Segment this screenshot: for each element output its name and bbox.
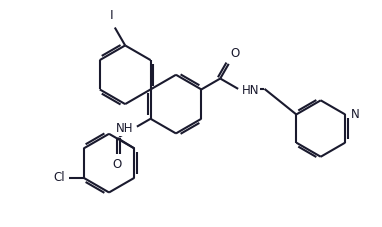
Text: O: O xyxy=(231,47,240,60)
Text: N: N xyxy=(351,108,359,121)
Text: I: I xyxy=(110,9,113,22)
Text: Cl: Cl xyxy=(53,171,65,184)
Text: O: O xyxy=(113,158,122,171)
Text: NH: NH xyxy=(116,122,134,135)
Text: HN: HN xyxy=(242,84,259,97)
